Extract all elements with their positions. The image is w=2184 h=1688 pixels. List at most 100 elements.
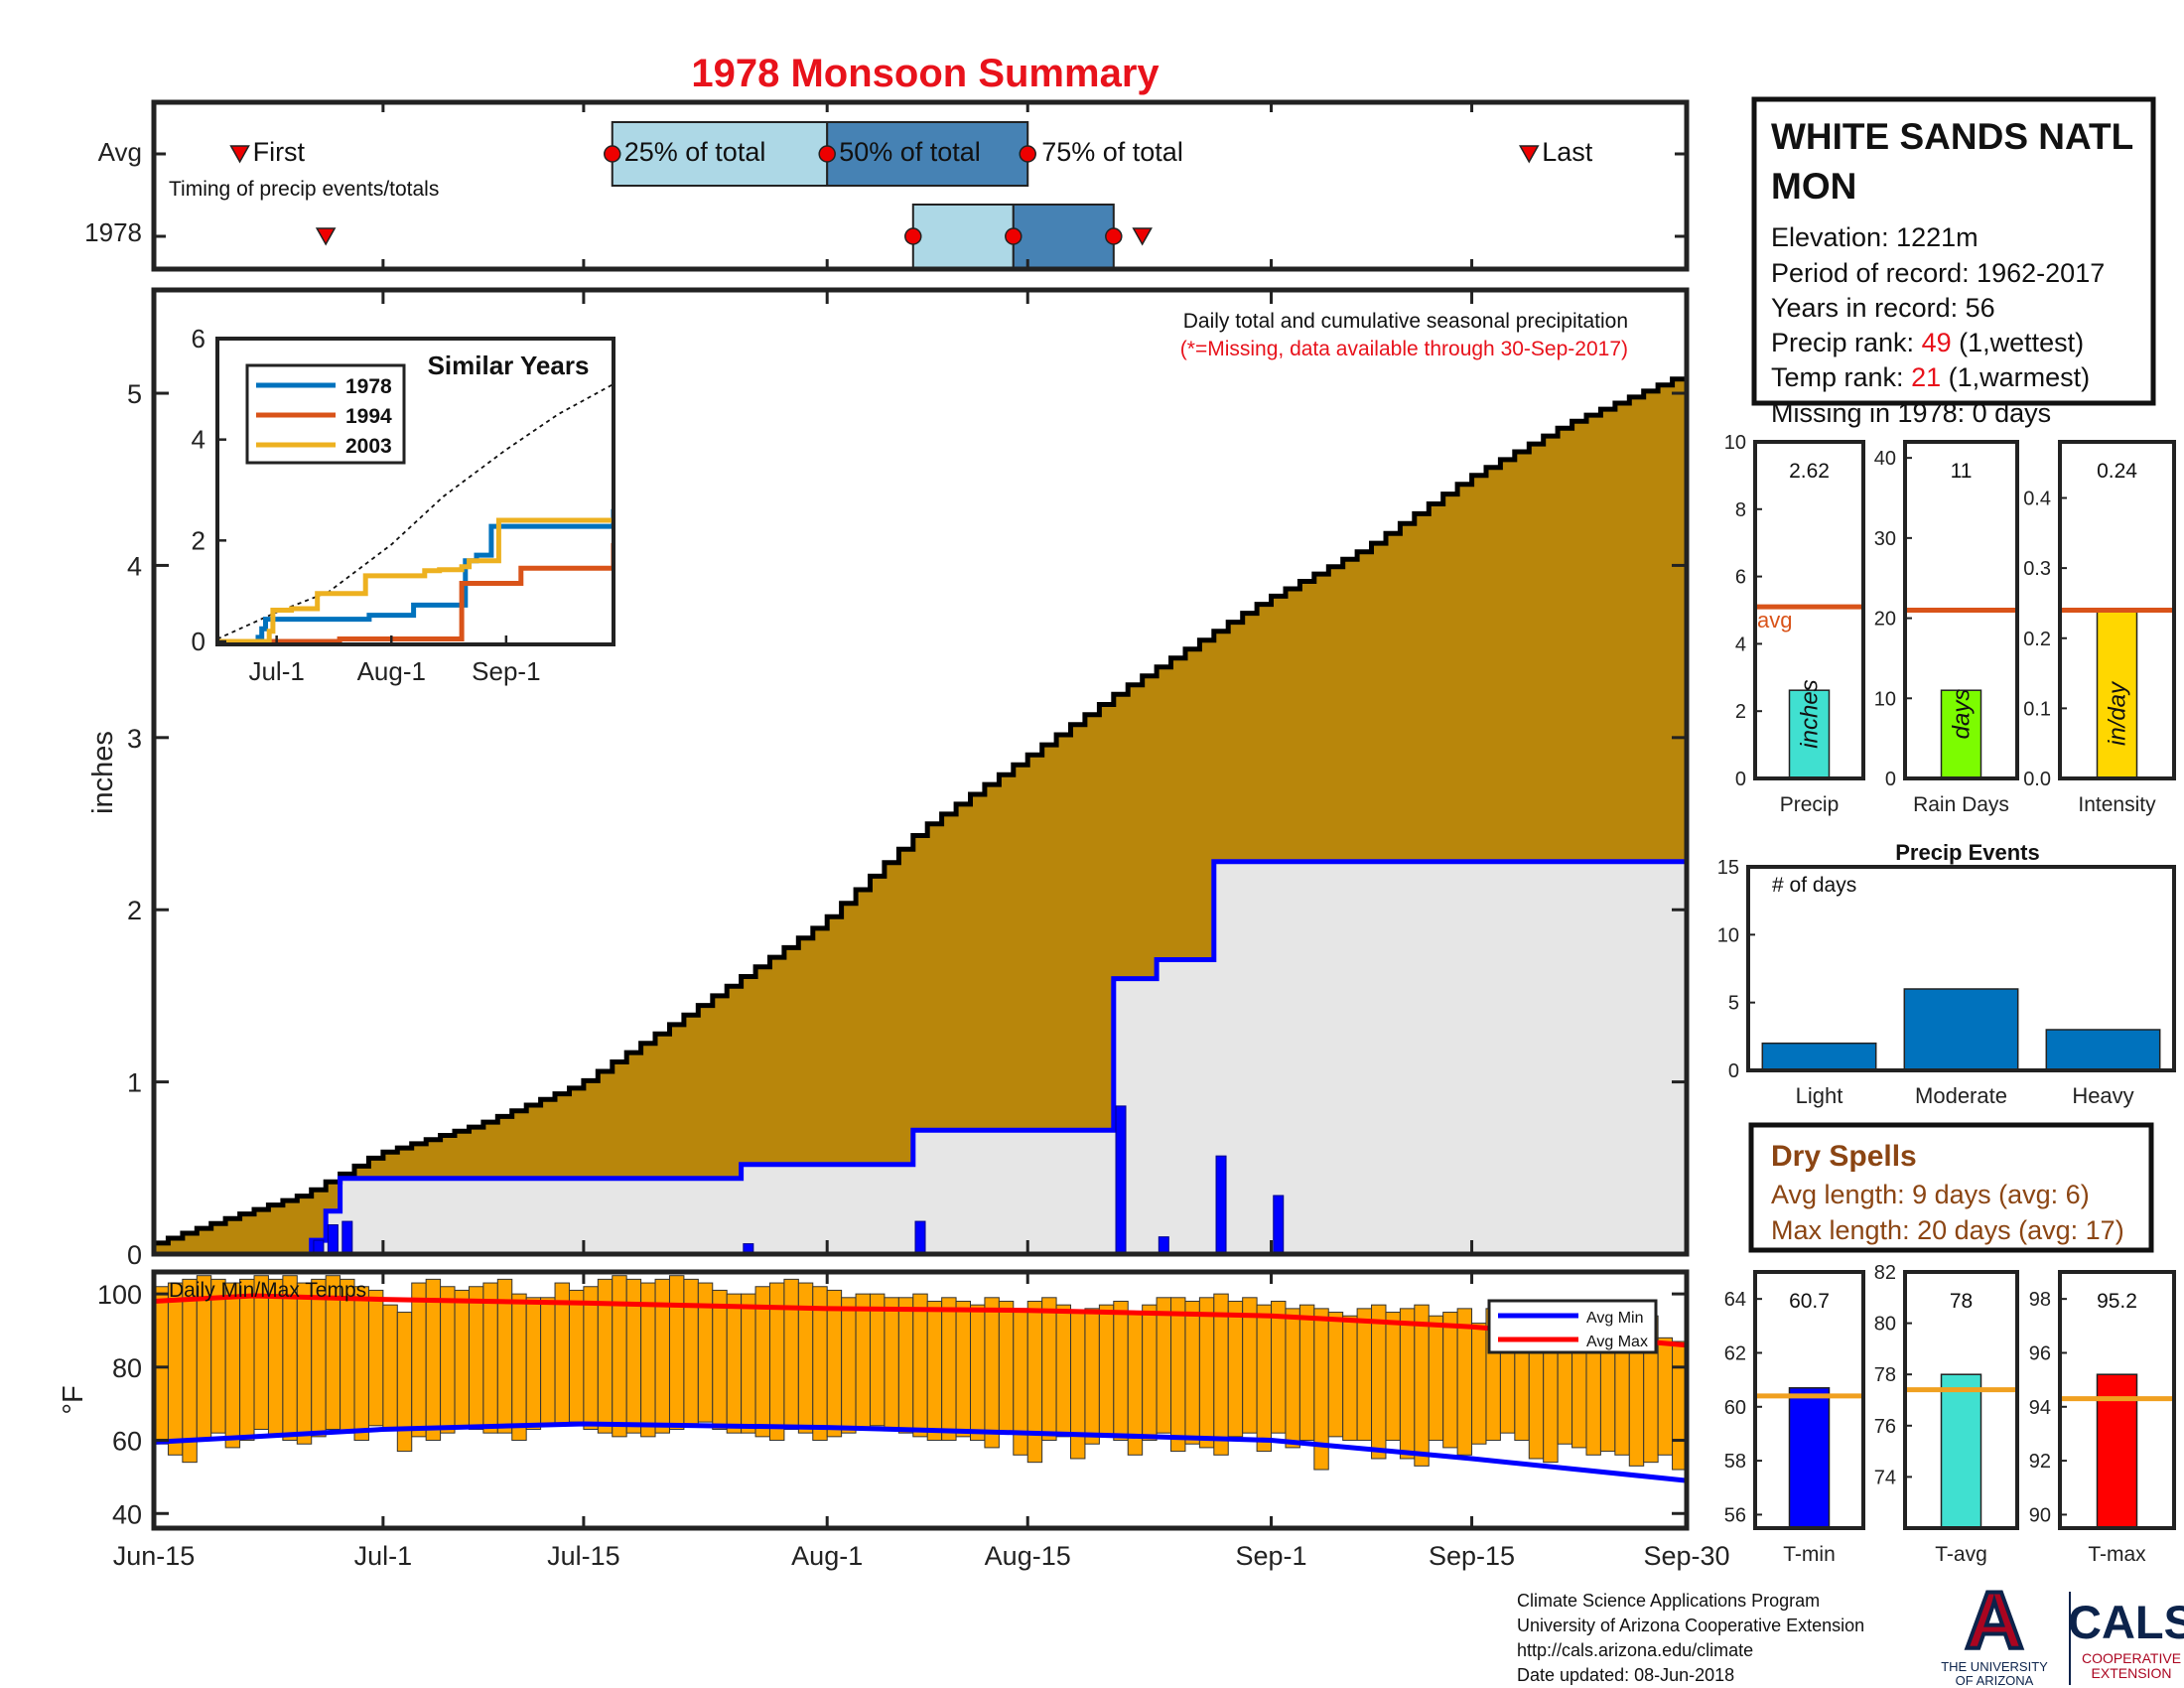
- station-years: Years in record: 56: [1771, 293, 1995, 323]
- t-avg-y-tick: 80: [1874, 1314, 1896, 1336]
- date-x-tick-label: Aug-15: [985, 1541, 1071, 1571]
- daily-precip-bar: [1158, 1236, 1169, 1254]
- figure-title: 1978 Monsoon Summary: [691, 52, 1160, 95]
- precip-events-ylabel: # of days: [1772, 874, 1856, 897]
- precip-events-y-tick: 15: [1717, 857, 1739, 879]
- daily-temp-bar: [239, 1278, 255, 1442]
- daily-temp-bar: [1041, 1297, 1057, 1442]
- intensity-unit: in/day: [2105, 680, 2131, 746]
- t-avg-y-tick: 82: [1874, 1262, 1896, 1284]
- temp-chart-title: Daily Min/Max Temps: [169, 1279, 366, 1302]
- footer-line1: Climate Science Applications Program: [1517, 1591, 1820, 1611]
- t-max-y-tick: 94: [2029, 1397, 2051, 1419]
- t-max-y-tick: 98: [2029, 1289, 2051, 1311]
- timing-last-label: Last: [1542, 137, 1593, 167]
- similar-years-x-tick: Jul-1: [248, 656, 304, 686]
- cals-wordmark: CALS: [2068, 1596, 2184, 1648]
- t-avg-y-tick: 76: [1874, 1416, 1896, 1438]
- daily-temp-bar: [826, 1289, 843, 1438]
- similar-years-legend: 1978 1994 2003: [245, 363, 406, 465]
- temp-y-tick-label: 100: [97, 1280, 142, 1310]
- daily-temp-bar: [525, 1297, 542, 1430]
- t-max-y-tick: 92: [2029, 1451, 2051, 1473]
- daily-temp-bar: [1298, 1304, 1315, 1442]
- timing-marks: [152, 102, 1689, 269]
- similar-years-plot: [217, 383, 614, 644]
- date-x-tick-label: Aug-1: [791, 1541, 863, 1571]
- daily-temp-bar: [612, 1275, 627, 1438]
- t-max-xlabel: T-max: [2088, 1543, 2146, 1566]
- daily-temp-bar: [167, 1282, 184, 1456]
- year-q75-marker: [1105, 227, 1123, 245]
- t-avg-bar: [1940, 1373, 1982, 1529]
- avg-last-marker: [1518, 145, 1540, 164]
- cals-text-2: EXTENSION: [2092, 1665, 2172, 1681]
- main-y-tick-label: 0: [127, 1240, 142, 1270]
- intensity-value-label: 0.24: [2097, 460, 2137, 483]
- precip-total-bar: [1788, 689, 1831, 779]
- daily-temp-bar: [841, 1297, 857, 1434]
- daily-temp-bar: [668, 1275, 685, 1430]
- cals-text-1: COOPERATIVE: [2082, 1650, 2181, 1666]
- timing-label-avg: Avg: [98, 137, 142, 167]
- t-avg-xlabel: T-avg: [1935, 1543, 1987, 1566]
- ua-monogram: A: [1965, 1576, 2023, 1666]
- similar-years-y-tick: 4: [192, 425, 205, 455]
- similar-years-x-tick: Sep-1: [472, 656, 540, 686]
- similar-years-y-tick: 2: [192, 525, 205, 555]
- main-chart-subtitle: (*=Missing, data available through 30-Se…: [1180, 338, 1628, 360]
- daily-temp-bar: [1026, 1300, 1043, 1464]
- year-q50-q75-box: [1012, 204, 1115, 269]
- station-precip-rank: Precip rank: 49 (1,wettest): [1771, 328, 2084, 357]
- precip-total-y-tick: 10: [1724, 432, 1746, 454]
- daily-temp-bar: [353, 1286, 369, 1442]
- daily-temp-bar: [1113, 1300, 1129, 1442]
- intensity-bar: [2096, 609, 2138, 779]
- precip-events-y-tick: 10: [1717, 924, 1739, 946]
- daily-temp-bar: [1285, 1308, 1300, 1449]
- year-cumulative-area: [154, 802, 1687, 1254]
- precip-total-unit: inches: [1797, 679, 1824, 748]
- t-min-xlabel: T-min: [1783, 1543, 1836, 1566]
- temp-legend: Avg Min Avg Max: [1487, 1299, 1658, 1354]
- daily-temp-bar: [1198, 1297, 1215, 1449]
- main-y-tick-label: 4: [127, 551, 142, 581]
- avg-q25-q50-box: [611, 121, 829, 187]
- daily-temp-bar: [1227, 1300, 1244, 1438]
- footer-credits: Climate Science Applications Program Uni…: [1517, 1591, 1864, 1685]
- daily-temp-bar: [540, 1297, 556, 1427]
- similar-year-line-1994: [217, 542, 614, 644]
- daily-temp-bar: [440, 1286, 456, 1434]
- summary-bar-charts: 0 2 4 6 8 10 2.62 Precip inches avg 0 10 20 30 40 11 Rai…: [1724, 432, 2176, 1566]
- precip-events-x-label: Moderate: [1915, 1083, 2007, 1108]
- date-x-tick-label: Jul-15: [547, 1541, 620, 1571]
- rain-days-chart: 0 10 20 30 40 11 Rain Days days: [1874, 440, 2019, 816]
- daily-precip-bar: [1273, 1195, 1285, 1254]
- daily-temp-bar: [869, 1293, 886, 1427]
- date-x-tick-label: Jun-15: [113, 1541, 196, 1571]
- temp-y-tick-label: 40: [112, 1499, 142, 1529]
- precip-events-title: Precip Events: [1895, 840, 2040, 865]
- daily-precip-bar: [1115, 1105, 1127, 1254]
- avg-q75-marker: [1019, 145, 1036, 163]
- rain-days-y-tick: 40: [1874, 448, 1896, 470]
- temp-rank-value: 21: [1911, 362, 1941, 392]
- intensity-y-tick: 0.4: [2023, 489, 2051, 510]
- t-avg-chart: 74 76 78 80 82 78 T-avg: [1874, 1262, 2019, 1566]
- daily-temp-bar: [1184, 1300, 1200, 1445]
- intensity-y-tick: 0.2: [2023, 629, 2051, 650]
- main-y-tick-label: 5: [127, 379, 142, 409]
- daily-temp-bar: [1385, 1312, 1401, 1442]
- t-min-y-tick: 58: [1724, 1451, 1746, 1473]
- daily-temp-bar: [1657, 1336, 1674, 1456]
- avg-q25-marker: [604, 145, 621, 163]
- daily-temp-bar: [1170, 1297, 1186, 1453]
- year-q25-q50-box: [911, 204, 1015, 269]
- footer-line2: University of Arizona Cooperative Extens…: [1517, 1616, 1864, 1635]
- precip-events-bar-moderate: [1903, 988, 2019, 1071]
- legend-avg-max: Avg Max: [1586, 1334, 1648, 1350]
- timing-caption: Timing of precip events/totals: [169, 178, 439, 201]
- t-min-y-tick: 60: [1724, 1397, 1746, 1419]
- t-min-value-label: 60.7: [1789, 1290, 1830, 1313]
- precip-rank-value: 49: [1922, 328, 1952, 357]
